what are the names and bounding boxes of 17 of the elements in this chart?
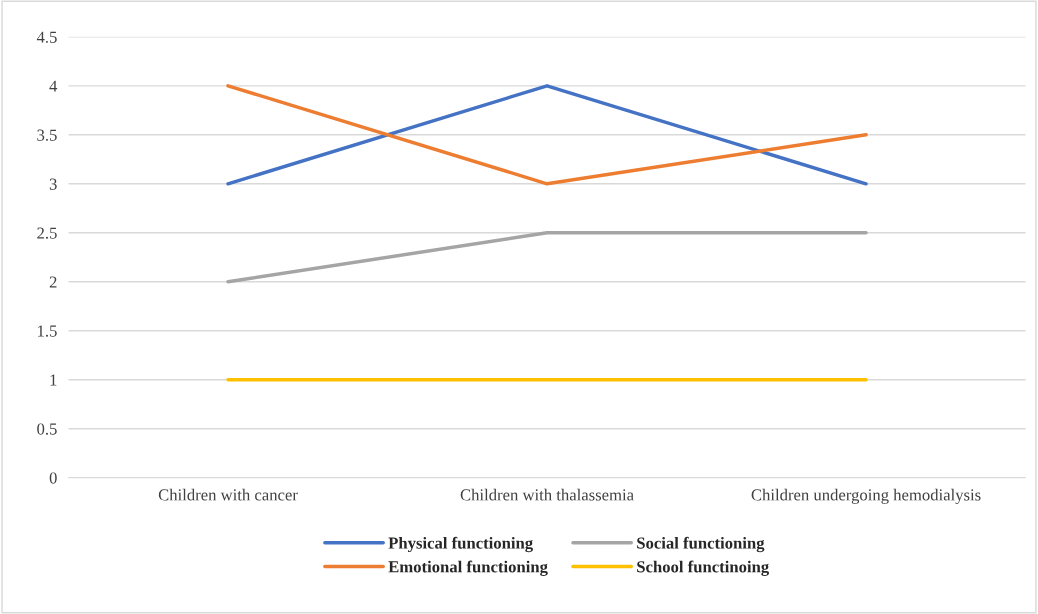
y-tick-label: 1 bbox=[50, 374, 57, 386]
y-tick-label: 0 bbox=[49, 472, 57, 484]
y-tick-label: 1.5 bbox=[38, 325, 57, 337]
y-tick-label: 0.5 bbox=[37, 423, 57, 435]
legend-label: Physical functioning bbox=[388, 536, 533, 553]
legend-label: Social functioning bbox=[637, 536, 765, 553]
y-tick-label: 3 bbox=[49, 178, 57, 190]
x-tick-label: Children with thalassemia bbox=[460, 488, 634, 501]
y-tick-label: 4.5 bbox=[36, 31, 57, 43]
y-tick-label: 2.5 bbox=[37, 227, 57, 239]
x-tick-label: Children undergoing hemodialysis bbox=[751, 488, 981, 504]
y-tick-label: 2 bbox=[49, 276, 57, 288]
x-tick-label: Children with cancer bbox=[158, 488, 298, 501]
legend-label: Emotional functioning bbox=[388, 560, 548, 576]
y-tick-label: 3.5 bbox=[37, 129, 57, 141]
legend-label: School functinoing bbox=[637, 560, 770, 576]
y-tick-label: 4 bbox=[49, 80, 58, 92]
